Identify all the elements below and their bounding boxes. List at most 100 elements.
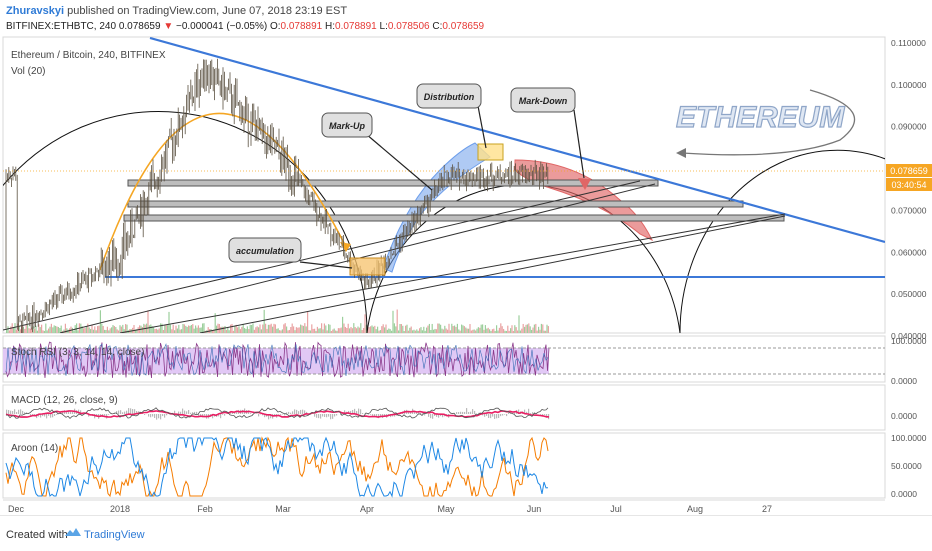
macd-hist-bar xyxy=(490,414,491,418)
volume-bar xyxy=(306,326,307,333)
chart-canvas[interactable]: accumulation Mark-Up Distribution Mark-D… xyxy=(0,36,932,515)
aroon-pane-title: Aroon (14) xyxy=(11,443,58,454)
macd-hist-bar xyxy=(506,414,507,416)
volume-bar xyxy=(153,327,154,333)
volume-bar xyxy=(328,324,329,333)
markup-callout[interactable]: Mark-Up xyxy=(322,113,372,137)
macd-hist-bar xyxy=(462,412,463,414)
macd-tick-0: 0.0000 xyxy=(891,411,917,421)
ethereum-watermark: ETHEREUM xyxy=(676,101,845,134)
volume-bar xyxy=(434,329,435,333)
volume-bar xyxy=(168,312,169,333)
volume-bar xyxy=(114,326,115,333)
volume-bar xyxy=(199,328,200,333)
volume-bar xyxy=(395,326,396,333)
volume-bar xyxy=(327,330,328,333)
volume-bar xyxy=(160,323,161,333)
macd-hist-bar xyxy=(336,414,337,415)
volume-bar xyxy=(462,325,463,333)
volume-bar xyxy=(192,324,193,333)
aroon-tick-100: 100.0000 xyxy=(891,433,927,443)
volume-bar xyxy=(297,328,298,333)
volume-bar xyxy=(34,329,35,333)
macd-hist-bar xyxy=(314,414,315,417)
macd-hist-bar xyxy=(472,409,473,414)
volume-bar xyxy=(528,323,529,333)
volume-bar xyxy=(525,325,526,333)
volume-bar xyxy=(243,324,244,333)
volume-bar xyxy=(511,325,512,333)
volume-bar xyxy=(226,330,227,333)
volume-bar xyxy=(350,327,351,333)
volume-bar xyxy=(385,325,386,333)
volume-bar xyxy=(66,328,67,333)
volume-bar xyxy=(282,329,283,333)
macd-hist-bar xyxy=(294,409,295,414)
volume-bar xyxy=(518,315,519,333)
zone-2 xyxy=(128,201,743,207)
volume-bar xyxy=(59,328,60,333)
macd-pane[interactable] xyxy=(3,385,885,430)
macd-hist-bar xyxy=(108,414,109,415)
macd-hist-bar xyxy=(158,414,159,418)
author-link[interactable]: Zhuravskyi xyxy=(6,5,64,17)
tradingview-link[interactable]: TradingView xyxy=(84,529,145,541)
volume-bar xyxy=(408,331,409,333)
volume-bar xyxy=(117,329,118,333)
volume-bar xyxy=(301,325,302,333)
volume-bar xyxy=(374,326,375,333)
low-label: L: xyxy=(380,21,388,32)
volume-bar xyxy=(251,325,252,333)
distribution-callout[interactable]: Distribution xyxy=(417,84,481,108)
volume-bar xyxy=(534,325,535,333)
volume-bar xyxy=(357,327,358,333)
volume-bar xyxy=(304,323,305,333)
volume-bar xyxy=(203,323,204,333)
macd-hist-bar xyxy=(288,412,289,414)
volume-bar xyxy=(275,324,276,333)
volume-bar xyxy=(258,327,259,333)
volume-bar xyxy=(170,325,171,333)
volume-bar xyxy=(94,326,95,333)
macd-hist-bar xyxy=(470,412,471,414)
volume-bar xyxy=(311,324,312,333)
macd-hist-bar xyxy=(156,414,157,420)
macd-hist-bar xyxy=(296,410,297,414)
volume-bar xyxy=(402,326,403,333)
chart-header: Zhuravskyi published on TradingView.com,… xyxy=(0,0,932,36)
volume-bar xyxy=(483,330,484,333)
footer: Created with TradingView xyxy=(0,515,932,551)
volume-bar xyxy=(45,324,46,333)
volume-bar xyxy=(296,327,297,333)
volume-bar xyxy=(54,325,55,333)
volume-bar xyxy=(380,330,381,333)
volume-bar xyxy=(14,323,15,333)
volume-bar xyxy=(489,329,490,333)
macd-hist-bar xyxy=(8,410,9,414)
macd-hist-bar xyxy=(530,413,531,414)
macd-hist-bar xyxy=(532,412,533,414)
volume-bar xyxy=(409,328,410,333)
volume-bar xyxy=(404,331,405,333)
volume-bar xyxy=(178,325,179,333)
macd-hist-bar xyxy=(188,410,189,414)
accumulation-callout[interactable]: accumulation xyxy=(229,238,301,262)
macd-hist-bar xyxy=(160,414,161,419)
last-price: 0.078659 xyxy=(119,21,161,32)
volume-bar xyxy=(531,330,532,333)
volume-bar xyxy=(497,331,498,333)
macd-hist-bar xyxy=(16,412,17,414)
time-tick-label: Dec xyxy=(8,504,25,514)
volume-bar xyxy=(182,324,183,333)
volume-bar xyxy=(419,328,420,333)
aroon-tick-0: 0.0000 xyxy=(891,489,917,499)
volume-bar xyxy=(443,329,444,333)
markdown-callout[interactable]: Mark-Down xyxy=(511,88,575,112)
volume-bar xyxy=(447,330,448,333)
tradingview-logo-icon[interactable] xyxy=(64,526,82,540)
macd-hist-bar xyxy=(162,414,163,416)
macd-hist-bar xyxy=(148,414,149,417)
volume-bar xyxy=(318,329,319,333)
volume-bar xyxy=(157,330,158,333)
